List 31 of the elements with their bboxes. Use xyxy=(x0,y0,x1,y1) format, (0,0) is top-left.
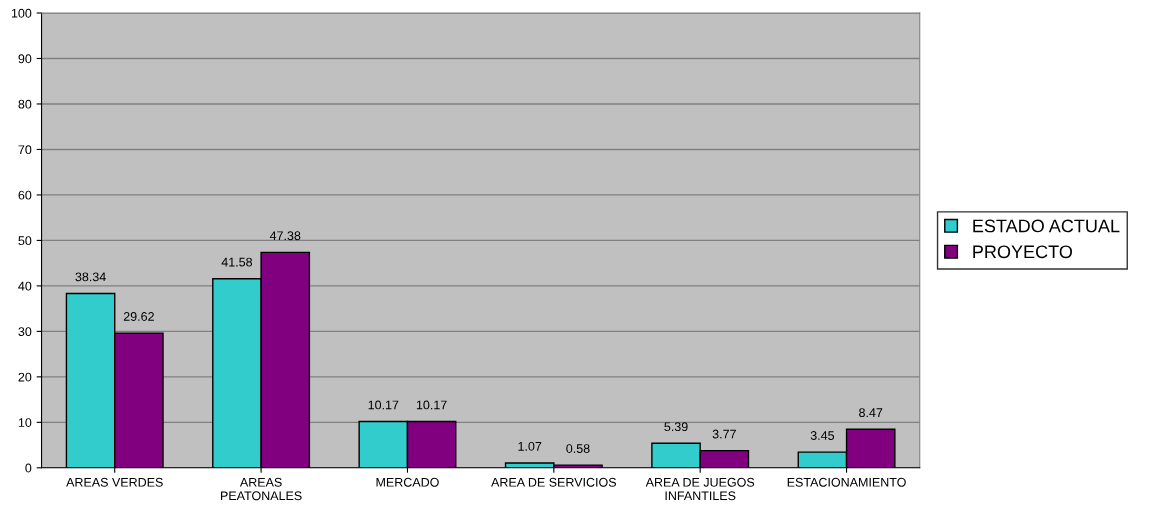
data-label: 8.47 xyxy=(859,408,883,418)
data-label: 47.38 xyxy=(269,231,301,241)
x-tick-label: AREA DE SERVICIOS xyxy=(491,477,617,487)
x-tick-label: AREA DE JUEGOS INFANTILES xyxy=(645,477,755,501)
y-tick-label: 0 xyxy=(25,463,32,473)
data-label: 10.17 xyxy=(416,400,447,410)
data-label: 41.58 xyxy=(221,257,253,267)
data-label: 3.77 xyxy=(712,429,736,439)
x-tick-label: MERCADO xyxy=(376,477,439,487)
y-tick-label: 100 xyxy=(11,8,32,18)
x-tick-label: ESTACIONAMIENTO xyxy=(787,477,906,487)
y-tick-label: 20 xyxy=(18,372,32,382)
y-tick-label: 60 xyxy=(18,190,32,200)
x-tick-label: AREAS PEATONALES xyxy=(221,477,302,501)
data-label: 5.39 xyxy=(664,422,688,432)
data-label: 3.45 xyxy=(810,431,835,440)
data-label: 10.17 xyxy=(368,400,399,410)
x-tick-label: AREAS VERDES xyxy=(66,477,163,487)
y-tick-label: 10 xyxy=(18,418,32,427)
data-label: 38.34 xyxy=(75,272,106,282)
y-tick-label: 90 xyxy=(18,54,32,64)
data-label: 1.07 xyxy=(518,441,542,451)
y-tick-label: 50 xyxy=(18,236,32,246)
data-label: 29.62 xyxy=(123,312,154,321)
y-tick-label: 40 xyxy=(18,281,32,291)
legend-label: PROYECTO xyxy=(973,245,1072,259)
data-label: 0.58 xyxy=(566,444,590,453)
legend-label: ESTADO ACTUAL xyxy=(973,219,1120,233)
y-tick-label: 80 xyxy=(18,99,32,109)
y-tick-label: 30 xyxy=(18,327,32,337)
y-tick-label: 70 xyxy=(18,145,32,155)
